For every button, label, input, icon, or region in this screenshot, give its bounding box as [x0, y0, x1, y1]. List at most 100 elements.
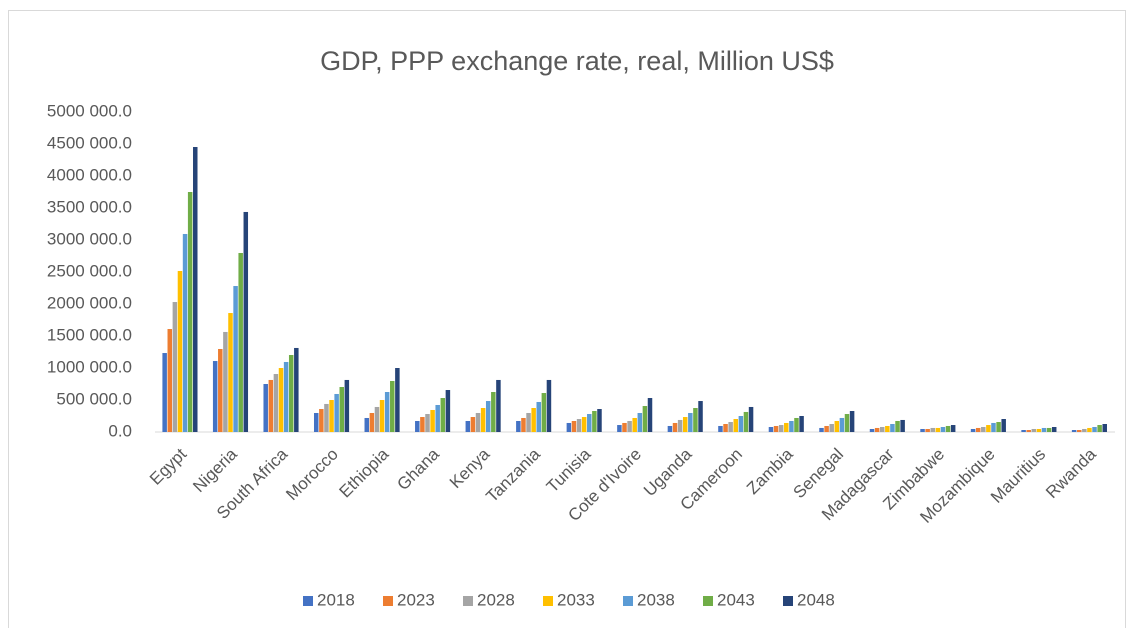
y-tick-label: 500 000.0	[56, 389, 132, 408]
bar	[546, 379, 552, 432]
bar	[824, 425, 829, 432]
bar	[784, 422, 789, 432]
legend-label: 2028	[477, 590, 515, 609]
bar	[1041, 427, 1047, 432]
bar	[642, 406, 648, 432]
legend-label: 2023	[397, 590, 435, 609]
bar	[1031, 428, 1037, 432]
bar	[182, 233, 188, 432]
bar	[581, 417, 587, 432]
bar	[945, 425, 951, 432]
x-tick-label: Ethiopia	[335, 444, 392, 501]
y-tick-label: 2500 000.0	[47, 261, 132, 280]
bar	[688, 412, 693, 432]
bar	[228, 313, 233, 432]
bar	[829, 424, 834, 432]
legend-swatch	[783, 596, 793, 606]
bar	[288, 355, 294, 432]
bar	[834, 420, 840, 432]
bar	[844, 414, 850, 432]
x-tick-label: Morocco	[282, 445, 342, 505]
chart-border	[8, 10, 1126, 633]
bar	[395, 368, 400, 432]
bar	[617, 425, 622, 432]
legend-swatch	[623, 596, 633, 606]
bar	[728, 422, 733, 432]
bar	[1001, 419, 1006, 432]
bar	[536, 401, 541, 432]
bar	[637, 412, 643, 432]
bar	[344, 379, 350, 432]
bar	[677, 419, 683, 432]
bar	[869, 428, 875, 432]
bar	[319, 409, 324, 432]
bar	[885, 425, 890, 432]
bar	[273, 374, 279, 432]
bar	[1071, 430, 1077, 432]
bar	[986, 425, 991, 432]
bar	[743, 411, 749, 432]
bar	[935, 427, 941, 432]
bar	[1021, 430, 1026, 432]
bar	[975, 427, 981, 432]
legend-label: 2033	[557, 590, 595, 609]
y-tick-label: 1500 000.0	[47, 325, 132, 344]
bar	[1051, 427, 1057, 432]
bar	[1082, 428, 1087, 432]
legend-swatch	[383, 596, 393, 606]
bar	[263, 384, 268, 432]
x-tick-label: Ghana	[393, 444, 443, 494]
bar	[920, 428, 925, 432]
bar	[218, 348, 223, 432]
bar	[187, 192, 193, 432]
bar	[470, 417, 476, 432]
bar	[278, 368, 284, 432]
bar	[698, 401, 703, 432]
chart-title: GDP, PPP exchange rate, real, Million US…	[320, 46, 834, 76]
bar	[819, 427, 824, 432]
x-tick-label: Egypt	[146, 444, 190, 488]
y-tick-label: 4000 000.0	[47, 165, 132, 184]
bar	[773, 425, 779, 432]
bar	[996, 422, 1001, 432]
x-tick-label: Kenya	[446, 444, 494, 492]
bar	[1046, 427, 1052, 432]
bar	[425, 414, 430, 432]
bar	[379, 400, 385, 432]
bar	[566, 422, 572, 432]
bar	[597, 409, 602, 432]
bar	[587, 414, 592, 432]
bar	[531, 408, 536, 432]
y-tick-label: 3000 000.0	[47, 229, 132, 248]
bar	[592, 411, 597, 432]
legend-swatch	[703, 596, 713, 606]
x-tick-label: Tanzania	[482, 444, 544, 506]
bar	[723, 424, 728, 432]
bar	[374, 406, 380, 432]
bar	[430, 409, 435, 432]
bar	[768, 427, 774, 432]
bar	[571, 420, 577, 432]
bar	[789, 420, 794, 432]
bar	[1026, 430, 1031, 432]
bar	[622, 422, 627, 432]
bar	[420, 417, 425, 432]
bar	[940, 427, 946, 432]
y-tick-label: 3500 000.0	[47, 197, 132, 216]
legend-swatch	[303, 596, 313, 606]
bar	[1087, 427, 1092, 432]
bar	[1092, 427, 1097, 432]
bar	[1076, 430, 1082, 432]
bar	[516, 420, 521, 432]
bar	[1102, 424, 1107, 432]
bar	[283, 361, 289, 432]
bar	[415, 420, 420, 432]
bar	[895, 420, 900, 432]
bar	[364, 417, 370, 432]
bar	[177, 270, 183, 432]
bar	[334, 393, 339, 432]
legend-swatch	[463, 596, 473, 606]
bar	[632, 417, 637, 432]
bar	[313, 412, 319, 432]
